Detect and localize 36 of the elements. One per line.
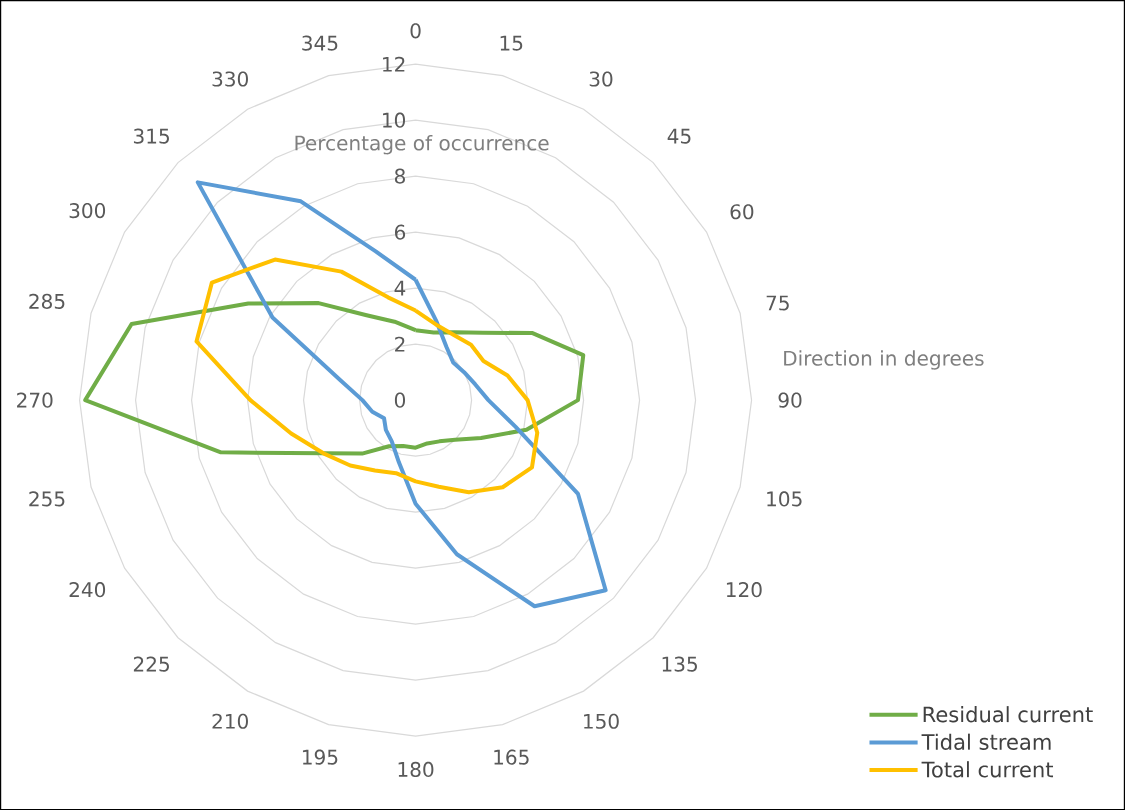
y-tick-label: 4: [394, 280, 406, 296]
legend-label: Total current: [921, 761, 1054, 778]
spoke-label: 105: [767, 491, 802, 507]
spoke-label: 0: [410, 23, 421, 39]
spoke-label: 15: [500, 35, 523, 51]
spoke-label: 270: [17, 392, 53, 408]
y-tick-label: 2: [395, 336, 405, 352]
spoke-label: 180: [398, 761, 434, 777]
spoke-label: 225: [133, 656, 169, 672]
spoke-label: 75: [766, 295, 789, 311]
spoke-label: 135: [662, 656, 697, 672]
spoke-label: 255: [29, 491, 65, 507]
legend-label: Tidal stream: [921, 733, 1051, 750]
y-tick-label: 10: [383, 112, 406, 128]
spoke-label: 45: [667, 128, 691, 144]
spoke-label: 30: [589, 71, 613, 87]
spoke-label: 120: [726, 581, 762, 598]
spoke-label: 165: [494, 749, 529, 765]
spoke-label: 90: [778, 392, 802, 408]
y-tick-label: 6: [394, 224, 406, 240]
text: Percentage of occurrence: [295, 134, 549, 155]
spoke-label: 210: [212, 713, 248, 729]
y-tick-label: 8: [394, 168, 405, 184]
spoke-label: 60: [730, 204, 754, 220]
spoke-label: 195: [302, 749, 338, 765]
spoke-label: 345: [302, 35, 338, 51]
spoke-label: 150: [584, 713, 619, 729]
spoke-label: 285: [29, 293, 65, 309]
y-tick-label: 0: [394, 392, 406, 408]
spoke-label: 315: [133, 128, 169, 144]
y-tick-label: 12: [383, 56, 405, 72]
text: Direction in degrees: [784, 350, 984, 370]
spoke-label: 240: [69, 581, 106, 598]
spoke-label: 330: [212, 71, 248, 87]
spoke-label: 300: [69, 202, 106, 219]
legend-label: Residual current: [923, 705, 1093, 723]
